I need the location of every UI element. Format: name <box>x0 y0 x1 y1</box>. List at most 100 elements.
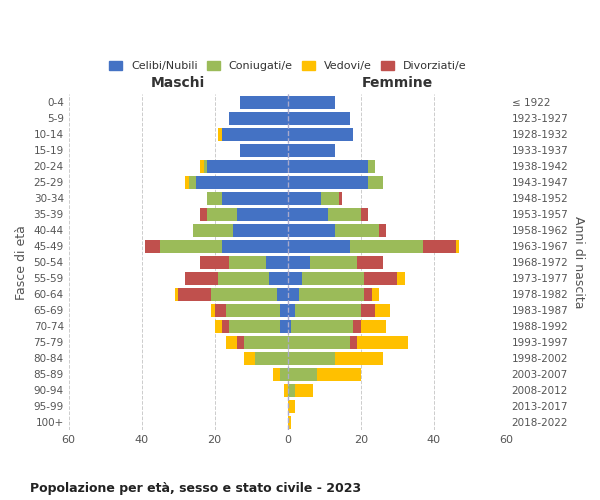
Legend: Celibi/Nubili, Coniugati/e, Vedovi/e, Divorziati/e: Celibi/Nubili, Coniugati/e, Vedovi/e, Di… <box>104 56 471 76</box>
Bar <box>215 304 226 316</box>
Bar <box>320 192 339 205</box>
Bar <box>423 240 455 252</box>
Bar <box>287 272 302 284</box>
Bar <box>287 256 310 268</box>
Bar <box>317 368 361 380</box>
Bar <box>287 144 335 157</box>
Bar <box>229 320 280 332</box>
Bar <box>295 384 313 396</box>
Bar <box>226 336 236 348</box>
Bar <box>287 208 328 221</box>
Bar <box>178 288 211 300</box>
Bar <box>287 416 292 428</box>
Bar <box>200 208 208 221</box>
Bar <box>218 272 269 284</box>
Bar <box>269 272 287 284</box>
Text: Femmine: Femmine <box>362 76 433 90</box>
Bar <box>299 288 364 300</box>
Bar <box>284 384 287 396</box>
Bar <box>208 192 222 205</box>
Bar <box>175 288 178 300</box>
Bar <box>287 160 368 173</box>
Bar <box>244 352 255 364</box>
Bar <box>295 304 361 316</box>
Bar <box>376 304 390 316</box>
Bar <box>222 192 287 205</box>
Bar <box>361 304 376 316</box>
Bar <box>455 240 459 252</box>
Bar <box>229 256 266 268</box>
Bar <box>277 288 287 300</box>
Bar <box>211 304 215 316</box>
Bar <box>335 352 383 364</box>
Bar <box>361 208 368 221</box>
Bar <box>287 304 295 316</box>
Bar <box>200 256 229 268</box>
Y-axis label: Fasce di età: Fasce di età <box>15 225 28 300</box>
Bar <box>200 160 204 173</box>
Bar <box>292 320 353 332</box>
Bar <box>196 176 287 189</box>
Bar <box>222 320 229 332</box>
Bar <box>397 272 404 284</box>
Bar <box>335 224 379 236</box>
Bar <box>240 144 287 157</box>
Bar <box>357 336 408 348</box>
Bar <box>226 304 280 316</box>
Bar <box>287 336 350 348</box>
Bar <box>193 224 233 236</box>
Bar <box>233 224 287 236</box>
Bar <box>218 128 222 141</box>
Bar <box>379 224 386 236</box>
Bar <box>208 160 287 173</box>
Bar <box>273 368 280 380</box>
Y-axis label: Anni di nascita: Anni di nascita <box>572 216 585 308</box>
Bar <box>287 224 335 236</box>
Bar <box>160 240 222 252</box>
Bar <box>222 128 287 141</box>
Bar <box>287 176 368 189</box>
Bar <box>339 192 343 205</box>
Bar <box>328 208 361 221</box>
Bar <box>255 352 287 364</box>
Bar <box>287 368 317 380</box>
Bar <box>287 400 295 412</box>
Bar <box>364 272 397 284</box>
Bar <box>204 160 208 173</box>
Bar <box>236 336 244 348</box>
Bar <box>229 112 287 125</box>
Bar <box>189 176 196 189</box>
Bar <box>357 256 383 268</box>
Bar <box>208 208 236 221</box>
Bar <box>236 208 287 221</box>
Bar <box>287 192 320 205</box>
Bar <box>266 256 287 268</box>
Bar <box>287 128 353 141</box>
Bar <box>280 304 287 316</box>
Bar <box>287 96 335 109</box>
Bar <box>287 240 350 252</box>
Bar <box>302 272 364 284</box>
Bar <box>353 320 361 332</box>
Bar <box>364 288 371 300</box>
Bar <box>222 240 287 252</box>
Bar <box>287 288 299 300</box>
Bar <box>215 320 222 332</box>
Bar <box>287 352 335 364</box>
Bar <box>287 112 350 125</box>
Bar <box>287 320 292 332</box>
Bar <box>368 176 383 189</box>
Bar <box>371 288 379 300</box>
Bar <box>185 176 189 189</box>
Bar <box>280 320 287 332</box>
Bar <box>350 336 357 348</box>
Text: Maschi: Maschi <box>151 76 205 90</box>
Bar <box>361 320 386 332</box>
Bar <box>145 240 160 252</box>
Bar <box>240 96 287 109</box>
Bar <box>185 272 218 284</box>
Bar <box>280 368 287 380</box>
Text: Popolazione per età, sesso e stato civile - 2023: Popolazione per età, sesso e stato civil… <box>30 482 361 495</box>
Bar <box>211 288 277 300</box>
Bar <box>244 336 287 348</box>
